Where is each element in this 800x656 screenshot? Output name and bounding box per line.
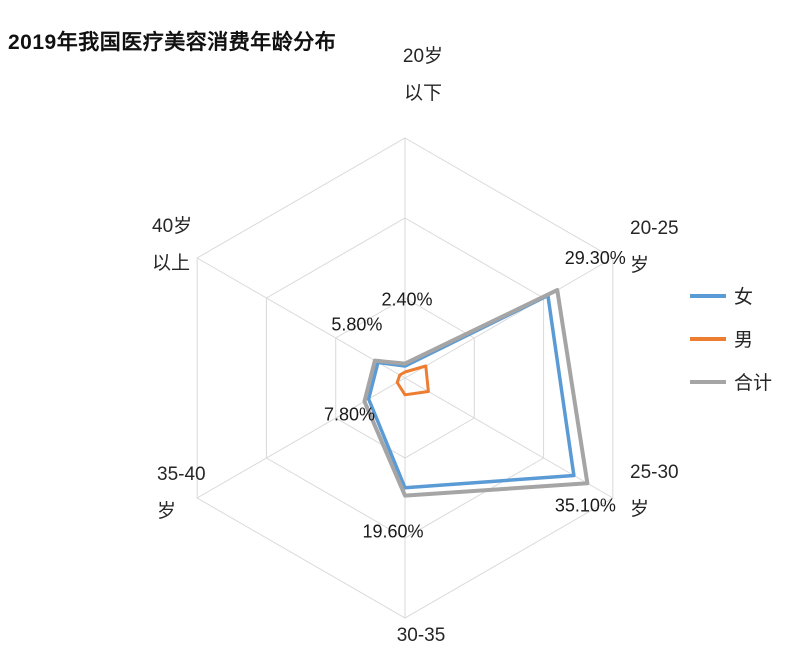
chart-title: 2019年我国医疗美容消费年龄分布 bbox=[8, 31, 337, 54]
legend-label: 女 bbox=[734, 287, 754, 308]
legend: 女男合计 bbox=[690, 284, 773, 394]
axis-label: 40岁以上 bbox=[152, 215, 192, 274]
data-label: 35.10% bbox=[555, 495, 616, 515]
legend-label: 合计 bbox=[734, 373, 773, 394]
legend-marker-male bbox=[690, 336, 726, 341]
axis-label: 30-35 bbox=[397, 625, 446, 646]
axis-label: 20岁以下 bbox=[403, 45, 443, 104]
legend-marker-total bbox=[690, 379, 726, 384]
data-label: 29.30% bbox=[565, 248, 626, 268]
grid-spoke bbox=[404, 257, 614, 379]
legend-label: 男 bbox=[734, 330, 754, 351]
legend-marker-female bbox=[690, 293, 726, 298]
data-label: 19.60% bbox=[362, 522, 423, 542]
legend-item-male: 男 bbox=[690, 327, 772, 351]
grid-spoke bbox=[404, 377, 614, 499]
axis-label: 35-40 岁 bbox=[157, 464, 206, 522]
data-label: 7.80% bbox=[324, 404, 375, 424]
grid-spoke bbox=[196, 377, 406, 499]
axis-label: 25-30 岁 bbox=[630, 462, 679, 520]
series-total bbox=[362, 288, 590, 498]
data-label: 5.80% bbox=[331, 315, 382, 335]
legend-item-female: 女 bbox=[690, 284, 772, 308]
series-male bbox=[395, 364, 430, 397]
axis-label: 20-25 岁 bbox=[630, 218, 679, 276]
legend-item-total: 合计 bbox=[690, 370, 773, 394]
grid-spoke bbox=[196, 257, 406, 379]
data-label: 2.40% bbox=[381, 290, 432, 310]
